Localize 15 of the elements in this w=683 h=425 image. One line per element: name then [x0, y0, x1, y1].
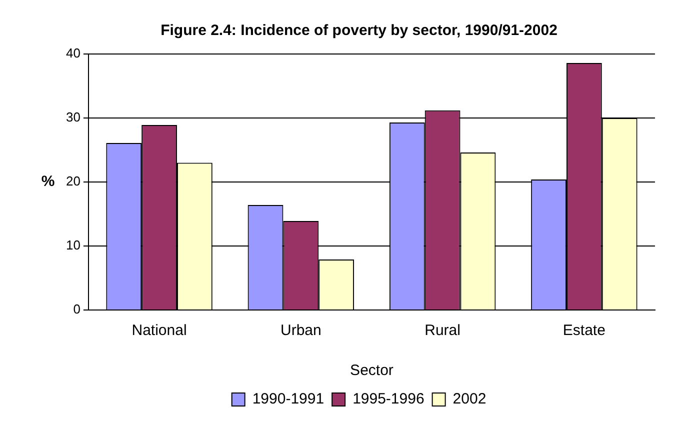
legend-label: 1990-1991 — [252, 390, 324, 408]
y-tick-label: 20 — [66, 174, 80, 189]
y-tick-label: 0 — [73, 302, 80, 317]
x-tick-label: National — [132, 322, 187, 340]
y-axis-title: % — [41, 173, 55, 190]
chart-title: Figure 2.4: Incidence of poverty by sector, 1990/91-2002 — [160, 22, 558, 40]
y-tick-label: 10 — [66, 238, 80, 253]
y-tick-label: 30 — [66, 110, 80, 125]
y-tick-label: 40 — [66, 46, 80, 61]
x-axis-title: Sector — [350, 362, 394, 380]
legend-label: 1995-1996 — [352, 390, 424, 408]
x-tick-label: Estate — [562, 322, 606, 340]
legend-label: 2002 — [452, 390, 486, 408]
x-tick-label: Rural — [424, 322, 460, 340]
x-tick-label: Urban — [280, 322, 322, 340]
